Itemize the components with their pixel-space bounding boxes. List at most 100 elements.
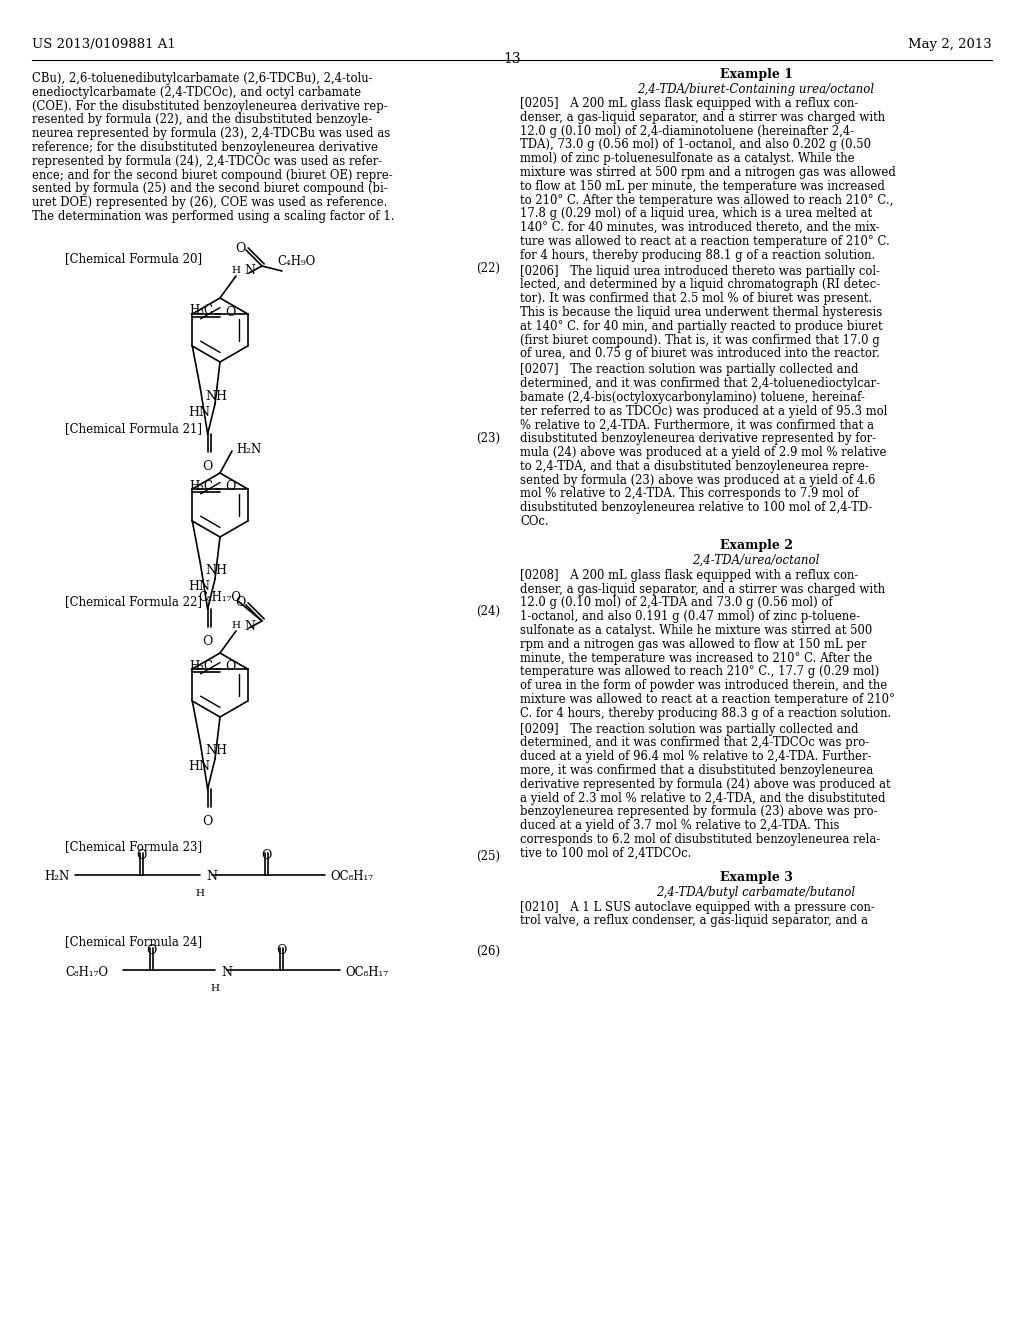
Text: O: O	[261, 849, 271, 862]
Text: enedioctylcarbamate (2,4-TDCOc), and octyl carbamate: enedioctylcarbamate (2,4-TDCOc), and oct…	[32, 86, 361, 99]
Text: N: N	[244, 264, 255, 277]
Text: lected, and determined by a liquid chromatograph (RI detec-: lected, and determined by a liquid chrom…	[520, 279, 880, 292]
Text: O: O	[203, 814, 213, 828]
Text: TDA), 73.0 g (0.56 mol) of 1-octanol, and also 0.202 g (0.50: TDA), 73.0 g (0.56 mol) of 1-octanol, an…	[520, 139, 871, 152]
Text: C₈H₁₇O: C₈H₁₇O	[65, 965, 108, 978]
Text: (25): (25)	[476, 850, 500, 863]
Text: bamate (2,4-bis(octyloxycarbonylamino) toluene, hereinaf-: bamate (2,4-bis(octyloxycarbonylamino) t…	[520, 391, 865, 404]
Text: [0208] A 200 mL glass flask equipped with a reflux con-: [0208] A 200 mL glass flask equipped wit…	[520, 569, 858, 582]
Text: N: N	[221, 965, 232, 978]
Text: H₃C: H₃C	[189, 660, 214, 672]
Text: [0207] The reaction solution was partially collected and: [0207] The reaction solution was partial…	[520, 363, 858, 376]
Text: 13: 13	[503, 51, 521, 66]
Text: (26): (26)	[476, 945, 500, 958]
Text: US 2013/0109881 A1: US 2013/0109881 A1	[32, 38, 176, 51]
Text: duced at a yield of 96.4 mol % relative to 2,4-TDA. Further-: duced at a yield of 96.4 mol % relative …	[520, 750, 871, 763]
Text: represented by formula (24), 2,4-TDCOc was used as refer-: represented by formula (24), 2,4-TDCOc w…	[32, 154, 382, 168]
Text: a yield of 2.3 mol % relative to 2,4-TDA, and the disubstituted: a yield of 2.3 mol % relative to 2,4-TDA…	[520, 792, 886, 805]
Text: NH: NH	[205, 744, 227, 758]
Text: [Chemical Formula 23]: [Chemical Formula 23]	[65, 840, 202, 853]
Text: 2,4-TDA/urea/octanol: 2,4-TDA/urea/octanol	[692, 554, 819, 566]
Text: tor). It was confirmed that 2.5 mol % of biuret was present.: tor). It was confirmed that 2.5 mol % of…	[520, 292, 872, 305]
Text: N: N	[206, 870, 217, 883]
Text: temperature was allowed to reach 210° C., 17.7 g (0.29 mol): temperature was allowed to reach 210° C.…	[520, 665, 880, 678]
Text: [0210] A 1 L SUS autoclave equipped with a pressure con-: [0210] A 1 L SUS autoclave equipped with…	[520, 900, 874, 913]
Text: to flow at 150 mL per minute, the temperature was increased: to flow at 150 mL per minute, the temper…	[520, 180, 885, 193]
Text: [0209] The reaction solution was partially collected and: [0209] The reaction solution was partial…	[520, 722, 858, 735]
Text: [0206] The liquid urea introduced thereto was partially col-: [0206] The liquid urea introduced theret…	[520, 264, 880, 277]
Text: (COE). For the disubstituted benzoyleneurea derivative rep-: (COE). For the disubstituted benzoyleneu…	[32, 99, 388, 112]
Text: H: H	[211, 983, 219, 993]
Text: [Chemical Formula 24]: [Chemical Formula 24]	[65, 935, 202, 948]
Text: Example 2: Example 2	[720, 539, 793, 552]
Text: tive to 100 mol of 2,4TDCOc.: tive to 100 mol of 2,4TDCOc.	[520, 847, 691, 859]
Text: denser, a gas-liquid separator, and a stirrer was charged with: denser, a gas-liquid separator, and a st…	[520, 111, 885, 124]
Text: OC₈H₁₇: OC₈H₁₇	[330, 870, 373, 883]
Text: mol % relative to 2,4-TDA. This corresponds to 7.9 mol of: mol % relative to 2,4-TDA. This correspo…	[520, 487, 859, 500]
Text: ence; and for the second biuret compound (biuret OE) repre-: ence; and for the second biuret compound…	[32, 169, 392, 182]
Text: uret DOE) represented by (26), COE was used as reference.: uret DOE) represented by (26), COE was u…	[32, 197, 387, 209]
Text: (23): (23)	[476, 432, 500, 445]
Text: (22): (22)	[476, 261, 500, 275]
Text: O: O	[234, 242, 245, 255]
Text: 1-octanol, and also 0.191 g (0.47 mmol) of zinc p-toluene-: 1-octanol, and also 0.191 g (0.47 mmol) …	[520, 610, 860, 623]
Text: mixture was stirred at 500 rpm and a nitrogen gas was allowed: mixture was stirred at 500 rpm and a nit…	[520, 166, 896, 180]
Text: rpm and a nitrogen gas was allowed to flow at 150 mL per: rpm and a nitrogen gas was allowed to fl…	[520, 638, 866, 651]
Text: [Chemical Formula 20]: [Chemical Formula 20]	[65, 252, 202, 265]
Text: to 2,4-TDA, and that a disubstituted benzoyleneurea repre-: to 2,4-TDA, and that a disubstituted ben…	[520, 459, 869, 473]
Text: for 4 hours, thereby producing 88.1 g of a reaction solution.: for 4 hours, thereby producing 88.1 g of…	[520, 248, 876, 261]
Text: resented by formula (22), and the disubstituted benzoyle-: resented by formula (22), and the disubs…	[32, 114, 372, 127]
Text: mmol) of zinc p-toluenesulfonate as a catalyst. While the: mmol) of zinc p-toluenesulfonate as a ca…	[520, 152, 855, 165]
Text: sulfonate as a catalyst. While he mixture was stirred at 500: sulfonate as a catalyst. While he mixtur…	[520, 624, 872, 638]
Text: This is because the liquid urea underwent thermal hysteresis: This is because the liquid urea underwen…	[520, 306, 883, 319]
Text: to 210° C. After the temperature was allowed to reach 210° C.,: to 210° C. After the temperature was all…	[520, 194, 893, 207]
Text: reference; for the disubstituted benzoyleneurea derivative: reference; for the disubstituted benzoyl…	[32, 141, 378, 154]
Text: O: O	[225, 305, 236, 318]
Text: disubstituted benzoyleneurea derivative represented by for-: disubstituted benzoyleneurea derivative …	[520, 432, 876, 445]
Text: H₂N: H₂N	[236, 444, 261, 455]
Text: ter referred to as TDCOc) was produced at a yield of 95.3 mol: ter referred to as TDCOc) was produced a…	[520, 405, 888, 417]
Text: O: O	[203, 459, 213, 473]
Text: at 140° C. for 40 min, and partially reacted to produce biuret: at 140° C. for 40 min, and partially rea…	[520, 319, 883, 333]
Text: HN: HN	[188, 581, 210, 594]
Text: 2,4-TDA/butyl carbamate/butanol: 2,4-TDA/butyl carbamate/butanol	[656, 886, 856, 899]
Text: trol valve, a reflux condenser, a gas-liquid separator, and a: trol valve, a reflux condenser, a gas-li…	[520, 915, 868, 928]
Text: neurea represented by formula (23), 2,4-TDCBu was used as: neurea represented by formula (23), 2,4-…	[32, 127, 390, 140]
Text: sented by formula (23) above was produced at a yield of 4.6: sented by formula (23) above was produce…	[520, 474, 876, 487]
Text: Example 3: Example 3	[720, 871, 793, 883]
Text: 17.8 g (0.29 mol) of a liquid urea, which is a urea melted at: 17.8 g (0.29 mol) of a liquid urea, whic…	[520, 207, 872, 220]
Text: HN: HN	[188, 760, 210, 774]
Text: O: O	[225, 660, 236, 673]
Text: May 2, 2013: May 2, 2013	[908, 38, 992, 51]
Text: minute, the temperature was increased to 210° C. After the: minute, the temperature was increased to…	[520, 652, 872, 664]
Text: [0205] A 200 mL glass flask equipped with a reflux con-: [0205] A 200 mL glass flask equipped wit…	[520, 96, 858, 110]
Text: disubstituted benzoyleneurea relative to 100 mol of 2,4-TD-: disubstituted benzoyleneurea relative to…	[520, 502, 872, 515]
Text: corresponds to 6.2 mol of disubstituted benzoyleneurea rela-: corresponds to 6.2 mol of disubstituted …	[520, 833, 881, 846]
Text: H₃C: H₃C	[189, 479, 214, 492]
Text: NH: NH	[205, 389, 227, 403]
Text: H₂N: H₂N	[45, 870, 70, 883]
Text: (24): (24)	[476, 605, 500, 618]
Text: denser, a gas-liquid separator, and a stirrer was charged with: denser, a gas-liquid separator, and a st…	[520, 582, 885, 595]
Text: O: O	[234, 597, 245, 610]
Text: HN: HN	[188, 405, 210, 418]
Text: 2,4-TDA/biuret-Containing urea/octanol: 2,4-TDA/biuret-Containing urea/octanol	[637, 83, 874, 96]
Text: [Chemical Formula 21]: [Chemical Formula 21]	[65, 422, 202, 436]
Text: ture was allowed to react at a reaction temperature of 210° C.: ture was allowed to react at a reaction …	[520, 235, 890, 248]
Text: H: H	[196, 888, 205, 898]
Text: derivative represented by formula (24) above was produced at: derivative represented by formula (24) a…	[520, 777, 891, 791]
Text: O: O	[225, 480, 236, 494]
Text: The determination was performed using a scaling factor of 1.: The determination was performed using a …	[32, 210, 394, 223]
Text: % relative to 2,4-TDA. Furthermore, it was confirmed that a: % relative to 2,4-TDA. Furthermore, it w…	[520, 418, 874, 432]
Text: NH: NH	[205, 565, 227, 578]
Text: O: O	[145, 944, 157, 957]
Text: (first biuret compound). That is, it was confirmed that 17.0 g: (first biuret compound). That is, it was…	[520, 334, 880, 347]
Text: OC₈H₁₇: OC₈H₁₇	[345, 965, 388, 978]
Text: H: H	[231, 620, 241, 630]
Text: H: H	[231, 267, 241, 275]
Text: 12.0 g (0.10 mol) of 2,4-TDA and 73.0 g (0.56 mol) of: 12.0 g (0.10 mol) of 2,4-TDA and 73.0 g …	[520, 597, 833, 610]
Text: [Chemical Formula 22]: [Chemical Formula 22]	[65, 595, 202, 609]
Text: CBu), 2,6-toluenedibutylcarbamate (2,6-TDCBu), 2,4-tolu-: CBu), 2,6-toluenedibutylcarbamate (2,6-T…	[32, 73, 373, 84]
Text: sented by formula (25) and the second biuret compound (bi-: sented by formula (25) and the second bi…	[32, 182, 388, 195]
Text: C₄H₉O: C₄H₉O	[278, 255, 315, 268]
